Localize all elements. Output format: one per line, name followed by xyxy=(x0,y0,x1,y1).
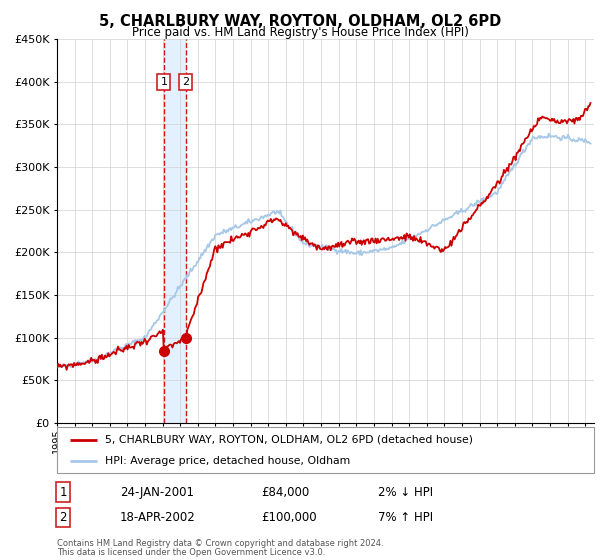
Text: 24-JAN-2001: 24-JAN-2001 xyxy=(120,486,194,499)
Text: 1: 1 xyxy=(160,77,167,87)
Text: Price paid vs. HM Land Registry's House Price Index (HPI): Price paid vs. HM Land Registry's House … xyxy=(131,26,469,39)
Text: 2% ↓ HPI: 2% ↓ HPI xyxy=(378,486,433,499)
Text: 5, CHARLBURY WAY, ROYTON, OLDHAM, OL2 6PD (detached house): 5, CHARLBURY WAY, ROYTON, OLDHAM, OL2 6P… xyxy=(106,435,473,445)
Text: 2: 2 xyxy=(59,511,67,524)
Text: 1: 1 xyxy=(59,486,67,499)
Text: 7% ↑ HPI: 7% ↑ HPI xyxy=(378,511,433,524)
Text: £84,000: £84,000 xyxy=(261,486,309,499)
Text: This data is licensed under the Open Government Licence v3.0.: This data is licensed under the Open Gov… xyxy=(57,548,325,557)
Text: 2: 2 xyxy=(182,77,189,87)
Text: 18-APR-2002: 18-APR-2002 xyxy=(120,511,196,524)
Bar xyxy=(164,39,185,423)
Text: 5, CHARLBURY WAY, ROYTON, OLDHAM, OL2 6PD: 5, CHARLBURY WAY, ROYTON, OLDHAM, OL2 6P… xyxy=(99,14,501,29)
Text: Contains HM Land Registry data © Crown copyright and database right 2024.: Contains HM Land Registry data © Crown c… xyxy=(57,539,383,548)
Text: HPI: Average price, detached house, Oldham: HPI: Average price, detached house, Oldh… xyxy=(106,456,350,466)
Text: £100,000: £100,000 xyxy=(261,511,317,524)
